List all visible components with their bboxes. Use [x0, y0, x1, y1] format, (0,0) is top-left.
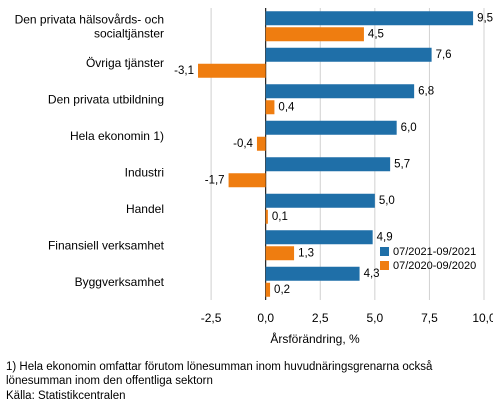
- category-label: socialtjänster: [94, 26, 164, 40]
- category-label: Övriga tjänster: [86, 56, 164, 70]
- x-tick-labels: -2,5 0,0 2,5 5,0 7,5 10,0: [201, 311, 493, 325]
- bar-value-labels: 9,5 4,5 7,6 -3,1 6,8 0,4 6,0 -0,4 5,7 -1,7 5,0 0,1 4…: [174, 12, 493, 296]
- x-tick-label: -2,5: [201, 311, 222, 325]
- bar-value-label: 5,7: [394, 158, 410, 170]
- bar-value-label: 0,2: [274, 284, 290, 296]
- legend-label: 07/2021-09/2021: [393, 246, 476, 258]
- category-labels: Den privata hälsovårds- ochsocialtjänste…: [15, 12, 165, 289]
- category-label: Handel: [126, 202, 164, 216]
- footnote: 1) Hela ekonomin omfattar förutom lönesu…: [6, 361, 433, 387]
- bar: [265, 209, 268, 224]
- x-tick-label: 2,5: [312, 311, 329, 325]
- bar: [265, 100, 275, 115]
- bar-chart: 9,5 4,5 7,6 -3,1 6,8 0,4 6,0 -0,4 5,7 -1,7 5,0 0,1 4…: [15, 8, 493, 346]
- x-tick-label: 7,5: [421, 311, 438, 325]
- bar-value-label: -0,4: [233, 138, 253, 150]
- category-label: Byggverksamhet: [75, 275, 165, 289]
- bar-value-label: 6,8: [418, 85, 434, 97]
- bar-value-label: -1,7: [205, 174, 225, 186]
- source-note: Källa: Statistikcentralen: [6, 390, 126, 402]
- legend-label: 07/2020-09/2020: [393, 260, 476, 272]
- bar: [256, 136, 266, 151]
- bar: [265, 230, 373, 245]
- x-tick-label: 5,0: [367, 311, 384, 325]
- bar: [265, 47, 432, 62]
- bar-value-label: 4,5: [368, 28, 384, 40]
- category-label: Den privata hälsovårds- och: [15, 12, 164, 26]
- legend-swatch: [380, 261, 389, 270]
- bar: [228, 173, 266, 188]
- category-label: Den privata utbildning: [48, 92, 164, 106]
- bar-value-label: 4,3: [364, 268, 380, 280]
- bar: [265, 27, 364, 42]
- bar: [265, 193, 375, 208]
- category-label: Industri: [125, 165, 164, 179]
- legend: 07/2021-09/2021 07/2020-09/2020: [380, 246, 476, 272]
- bar: [265, 282, 271, 297]
- category-label: Hela ekonomin 1): [70, 129, 164, 143]
- bar: [265, 120, 397, 135]
- bar-value-label: 0,4: [278, 101, 295, 113]
- bar-value-label: 5,0: [379, 195, 395, 207]
- bar-value-label: 6,0: [401, 122, 417, 134]
- bar-value-label: 4,9: [377, 231, 393, 243]
- bar: [265, 246, 295, 261]
- bar-value-label: 9,5: [477, 12, 493, 24]
- bar-value-label: 7,6: [436, 49, 452, 61]
- legend-swatch: [380, 247, 389, 256]
- x-tick-label: 0,0: [257, 311, 274, 325]
- x-axis-label: Årsförändring, %: [270, 331, 360, 346]
- bar: [198, 63, 266, 78]
- category-label: Finansiell verksamhet: [48, 238, 165, 252]
- bar-value-label: 0,1: [272, 211, 288, 223]
- bar: [265, 266, 360, 281]
- bar-value-label: -3,1: [174, 65, 194, 77]
- bar-value-label: 1,3: [298, 247, 314, 259]
- bars: [198, 11, 474, 297]
- bar: [265, 157, 391, 172]
- bar: [265, 84, 415, 99]
- x-tick-label: 10,0: [472, 311, 493, 325]
- bar: [265, 11, 474, 26]
